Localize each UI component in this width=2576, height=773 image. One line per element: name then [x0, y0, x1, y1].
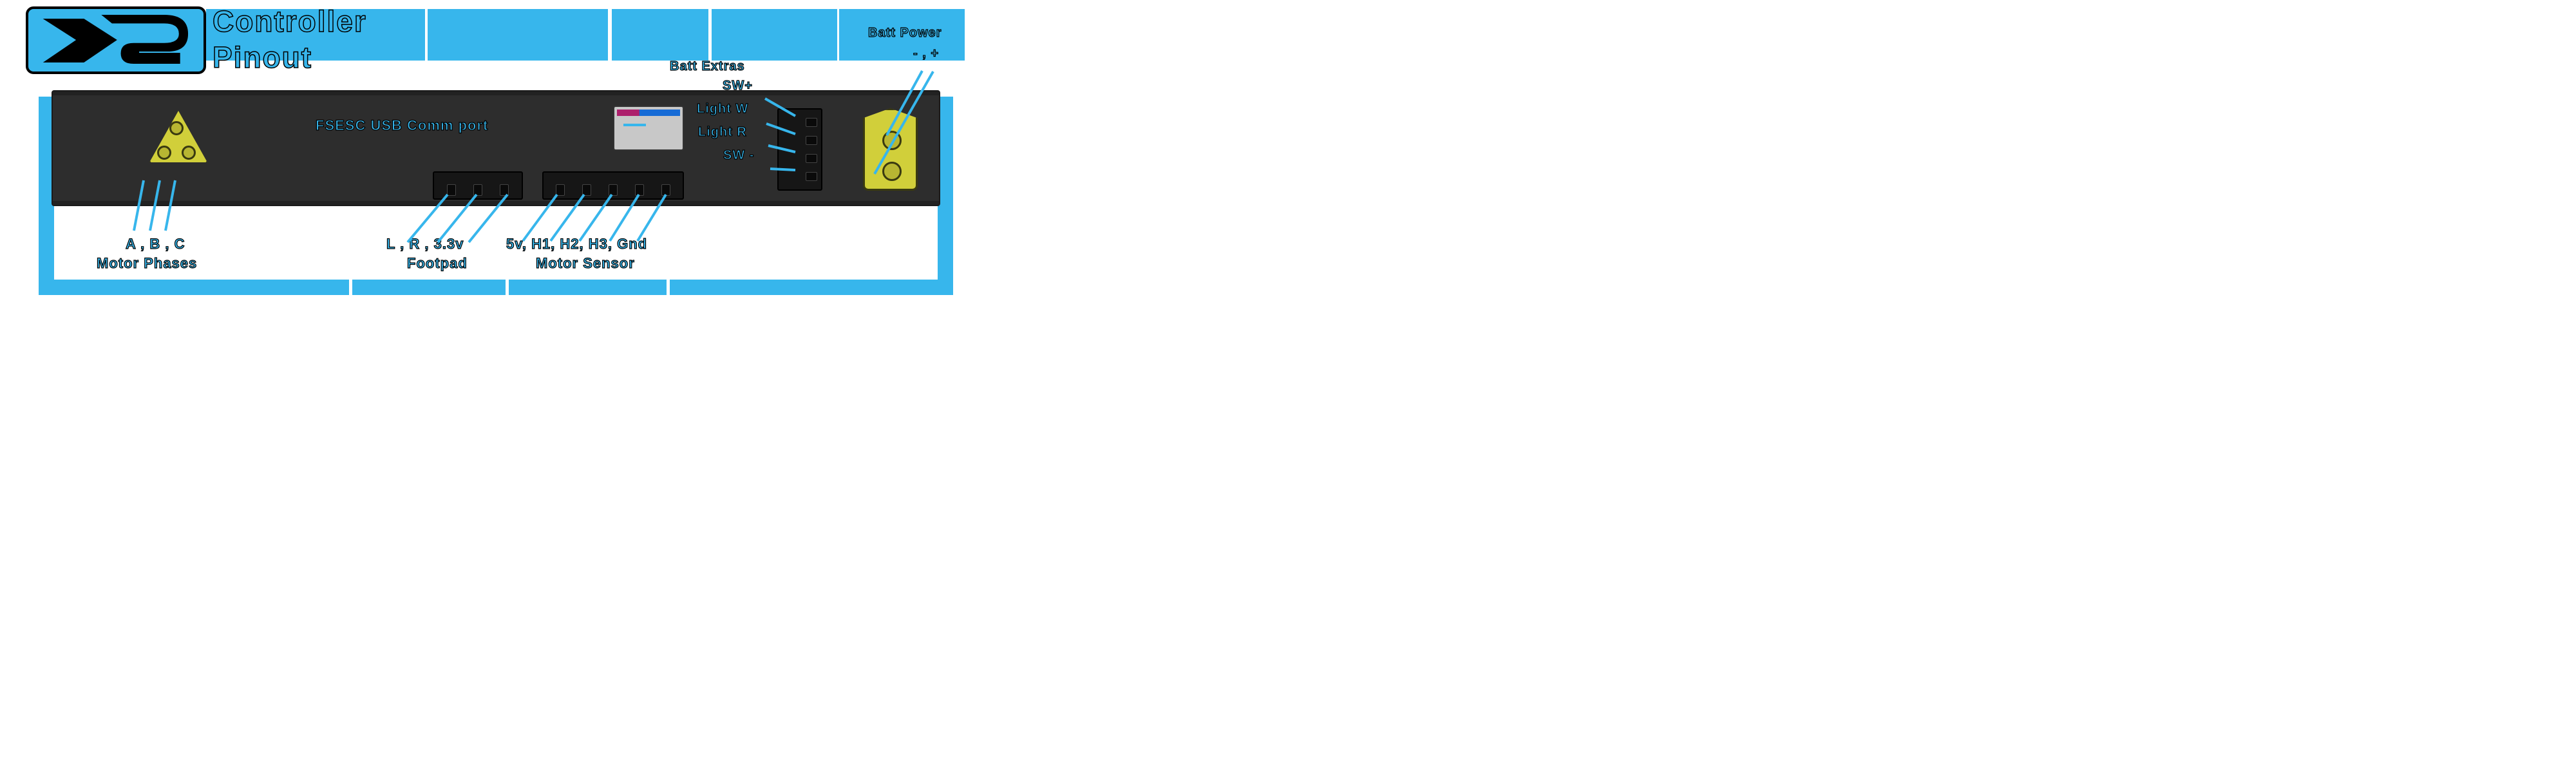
- motor-sensor-pins-label: 5v, H1, H2, H3, Gnd: [506, 236, 647, 253]
- extras-swm-label: SW -: [723, 148, 754, 163]
- usb-label: FSESC USB Comm port: [316, 117, 488, 134]
- extras-swp-label: SW+: [723, 79, 753, 93]
- bg-bar-bottom-3: [509, 280, 667, 295]
- bg-bar-bottom-1: [39, 280, 349, 295]
- motor-sensor-label: Motor Sensor: [536, 255, 635, 272]
- bg-bar-top-3: [612, 9, 708, 61]
- motor-phases-pins-label: A , B , C: [126, 236, 185, 253]
- batt-power-pins-label: - , +: [913, 46, 939, 61]
- footpad-pins-label: L , R , 3.3v: [386, 236, 464, 253]
- title-line2: Pinout: [213, 40, 312, 75]
- controller-board: [52, 90, 940, 206]
- bg-bar-top-4: [712, 9, 837, 61]
- motor-phases-connector: [143, 104, 214, 182]
- extras-lightw-label: Light W: [697, 102, 748, 117]
- bg-bar-bottom-4: [670, 280, 953, 295]
- footpad-connector: [433, 171, 523, 200]
- batt-extras-label: Batt Extras: [670, 59, 745, 74]
- bg-bar-top-2: [428, 9, 608, 61]
- usb-comm-port: [613, 106, 684, 151]
- motor-sensor-connector: [542, 171, 684, 200]
- motor-phases-label: Motor Phases: [97, 255, 197, 272]
- batt-extras-connector: [777, 108, 822, 191]
- footpad-label: Footpad: [407, 255, 468, 272]
- xs-logo: [26, 6, 206, 74]
- extras-lightr-label: Light R: [698, 125, 747, 140]
- bg-bar-bottom-2: [352, 280, 506, 295]
- batt-power-connector: [863, 108, 918, 191]
- title-line1: Controller: [213, 4, 367, 39]
- batt-power-label: Batt Power: [868, 26, 942, 41]
